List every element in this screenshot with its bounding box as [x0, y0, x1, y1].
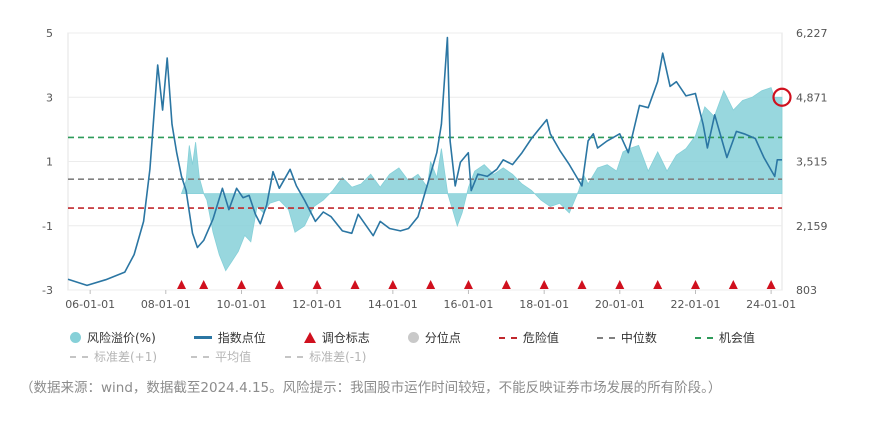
legend-row-main: 风险溢价(%) 指数点位 调仓标志 分位点 危险值 中位数 机会值 [70, 328, 830, 347]
legend-swatch [694, 336, 713, 339]
y-right-tick-label: 6,227 [796, 27, 828, 40]
latest-point-highlight [772, 87, 792, 107]
rebalance-marker [199, 280, 209, 289]
y-left-tick-label: -3 [42, 284, 53, 297]
legend-label: 标准差(-1) [309, 350, 367, 364]
legend-item: 平均值 [191, 348, 251, 365]
legend-label: 调仓标志 [321, 331, 370, 345]
x-tick-label: 22-01-01 [671, 298, 721, 311]
chart-canvas: 5 3 1 -1 -3 6,227 4,871 3,515 2,159 803 06-01-01 08… [42, 27, 827, 311]
legend-item: 标准差(-1) [285, 348, 366, 365]
rebalance-marker [237, 280, 247, 289]
rebalance-marker [577, 280, 587, 289]
x-tick-label: 18-01-01 [519, 298, 569, 311]
rebalance-marker [274, 280, 284, 289]
legend-swatch [193, 336, 212, 339]
legend-item: 危险值 [498, 329, 559, 346]
legend-swatch [70, 332, 81, 343]
legend-swatch [285, 355, 304, 358]
legend-item: 风险溢价(%) [70, 329, 156, 346]
rebalance-marker [653, 280, 663, 289]
rebalance-marker [766, 280, 776, 289]
legend-label: 风险溢价(%) [87, 331, 156, 345]
legend-label: 标准差(+1) [94, 350, 158, 364]
y-right-tick-label: 803 [796, 284, 817, 297]
rebalance-marker [728, 280, 738, 289]
x-tick-label: 20-01-01 [595, 298, 645, 311]
legend-label: 指数点位 [217, 331, 266, 345]
legend-item: 调仓标志 [303, 329, 370, 346]
x-tick-label: 06-01-01 [65, 298, 115, 311]
axes-layer: 5 3 1 -1 -3 6,227 4,871 3,515 2,159 803 06-01-01 08… [42, 27, 827, 311]
legend-swatch [191, 355, 210, 358]
legend-label: 机会值 [718, 331, 755, 345]
legend-swatch [498, 336, 517, 339]
index-line [67, 36, 782, 287]
x-tick-label: 08-01-01 [141, 298, 191, 311]
chart-legend: 风险溢价(%) 指数点位 调仓标志 分位点 危险值 中位数 机会值 标准差(+1) 平均值 标准… [70, 328, 830, 366]
legend-item: 标准差(+1) [70, 348, 157, 365]
y-left-tick-label: 3 [46, 91, 53, 104]
rebalance-marker [463, 280, 473, 289]
rebalance-markers-layer [177, 87, 792, 289]
y-right-tick-label: 4,871 [796, 91, 828, 104]
legend-item: 中位数 [596, 329, 657, 346]
y-left-tick-label: -1 [42, 220, 53, 233]
legend-label: 分位点 [424, 331, 461, 345]
y-right-tick-label: 3,515 [796, 156, 828, 169]
rebalance-marker [539, 280, 549, 289]
legend-row-secondary: 标准差(+1) 平均值 标准差(-1) [70, 347, 830, 366]
grid-lines [67, 32, 783, 291]
x-tick-label: 10-01-01 [217, 298, 267, 311]
rebalance-marker [615, 280, 625, 289]
rebalance-marker [388, 280, 398, 289]
legend-swatch [407, 332, 419, 343]
x-tick-label: 12-01-01 [292, 298, 342, 311]
legend-label: 平均值 [215, 350, 252, 364]
legend-item: 指数点位 [193, 329, 266, 346]
rebalance-marker [350, 280, 360, 289]
y-left-tick-label: 5 [46, 27, 53, 40]
legend-label: 中位数 [620, 331, 657, 345]
legend-item: 分位点 [407, 329, 461, 346]
x-tick-label: 24-01-01 [746, 298, 796, 311]
rebalance-marker [691, 280, 701, 289]
legend-label: 危险值 [522, 331, 559, 345]
y-right-tick-label: 2,159 [796, 220, 828, 233]
legend-swatch [70, 355, 88, 358]
reference-lines-layer [68, 136, 782, 209]
legend-swatch [596, 336, 615, 339]
rebalance-marker [177, 280, 187, 289]
legend-item: 机会值 [694, 329, 755, 346]
x-tick-label: 16-01-01 [443, 298, 493, 311]
y-left-tick-label: 1 [46, 156, 53, 169]
rebalance-marker [426, 280, 436, 289]
index-line-layer [67, 36, 782, 287]
rebalance-marker [501, 280, 511, 289]
source-footnote: （数据来源：wind，数据截至2024.4.15。风险提示：我国股市运作时间较短… [20, 380, 722, 396]
rebalance-marker [312, 280, 322, 289]
legend-swatch [303, 332, 316, 343]
x-tick-label: 14-01-01 [368, 298, 418, 311]
